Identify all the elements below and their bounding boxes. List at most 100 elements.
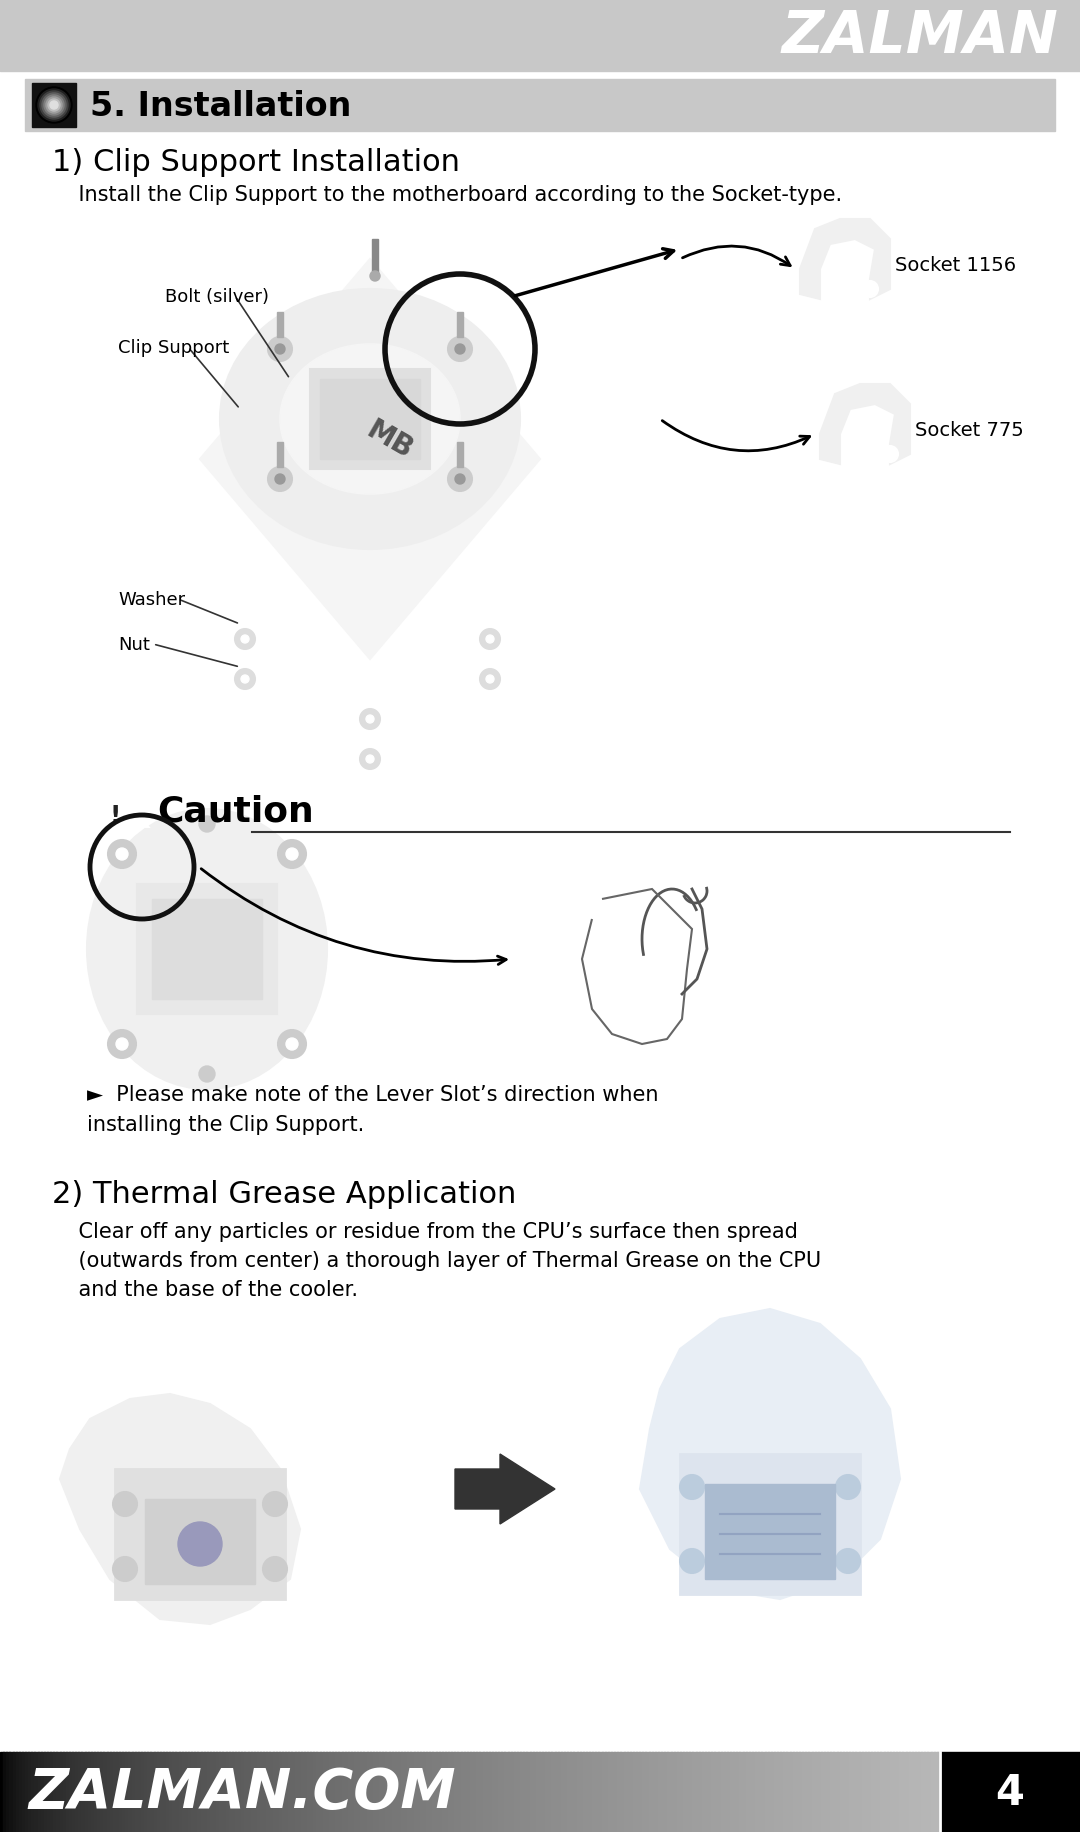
Bar — [532, 1751, 537, 1832]
Bar — [786, 1751, 791, 1832]
Circle shape — [46, 97, 62, 114]
Circle shape — [178, 1522, 222, 1566]
Bar — [793, 1751, 797, 1832]
Text: 5. Installation: 5. Installation — [90, 90, 351, 123]
Circle shape — [360, 709, 380, 729]
Bar — [840, 1751, 843, 1832]
Bar — [455, 1751, 459, 1832]
Bar — [623, 1751, 627, 1832]
Bar — [778, 1751, 781, 1832]
Circle shape — [50, 103, 58, 110]
Bar — [401, 1751, 405, 1832]
Bar — [59, 1751, 64, 1832]
Bar — [81, 1751, 85, 1832]
Bar — [307, 1751, 311, 1832]
Bar — [618, 1751, 621, 1832]
Circle shape — [448, 467, 472, 491]
Bar — [564, 1751, 568, 1832]
Bar — [338, 1751, 342, 1832]
Bar — [549, 1751, 553, 1832]
Bar — [720, 1751, 725, 1832]
Circle shape — [275, 344, 285, 355]
Bar — [602, 1751, 606, 1832]
Bar — [310, 370, 430, 469]
Text: 1) Clip Support Installation: 1) Clip Support Installation — [52, 148, 460, 178]
Bar — [924, 1751, 929, 1832]
Circle shape — [286, 1039, 298, 1050]
FancyArrow shape — [455, 1455, 555, 1524]
Bar — [116, 1751, 120, 1832]
Bar — [10, 1751, 14, 1832]
Bar — [173, 1751, 176, 1832]
Bar — [743, 1751, 746, 1832]
Bar — [366, 1751, 370, 1832]
Bar — [354, 1751, 359, 1832]
Bar — [677, 1751, 680, 1832]
Bar — [842, 1751, 847, 1832]
Circle shape — [235, 671, 255, 689]
Text: Washer: Washer — [118, 590, 185, 608]
Bar — [705, 1484, 835, 1579]
Circle shape — [278, 1030, 306, 1059]
Bar — [680, 1751, 684, 1832]
Bar — [257, 1751, 261, 1832]
Bar — [717, 1751, 721, 1832]
Circle shape — [455, 344, 465, 355]
Bar — [831, 1751, 835, 1832]
Bar — [229, 1751, 233, 1832]
Bar — [282, 1751, 286, 1832]
Bar — [818, 1751, 822, 1832]
Bar — [320, 1751, 324, 1832]
Bar — [774, 1751, 778, 1832]
Bar — [295, 1751, 299, 1832]
Circle shape — [480, 630, 500, 650]
Bar — [724, 1751, 728, 1832]
Text: Socket 1156: Socket 1156 — [895, 255, 1016, 275]
Circle shape — [680, 1550, 704, 1574]
Bar — [303, 1751, 308, 1832]
Bar — [241, 1751, 245, 1832]
Bar — [626, 1751, 631, 1832]
Text: Clip Support: Clip Support — [118, 339, 229, 357]
Bar — [686, 1751, 690, 1832]
Bar — [934, 1751, 937, 1832]
Circle shape — [360, 749, 380, 769]
Bar — [351, 1751, 355, 1832]
Bar — [639, 1751, 644, 1832]
Bar — [740, 1751, 744, 1832]
Circle shape — [241, 676, 249, 683]
Bar — [206, 1751, 211, 1832]
Bar — [630, 1751, 634, 1832]
Circle shape — [116, 1039, 129, 1050]
Bar — [765, 1751, 769, 1832]
Bar — [633, 1751, 637, 1832]
Circle shape — [268, 337, 292, 361]
Bar — [320, 379, 420, 460]
Bar — [646, 1751, 649, 1832]
Bar — [890, 1751, 894, 1832]
Ellipse shape — [220, 289, 519, 550]
Bar — [699, 1751, 703, 1832]
Circle shape — [836, 1550, 860, 1574]
Bar — [931, 1751, 934, 1832]
Bar — [6, 1751, 11, 1832]
Bar — [671, 1751, 675, 1832]
Circle shape — [480, 671, 500, 689]
Bar — [620, 1751, 624, 1832]
Circle shape — [836, 1475, 860, 1499]
Bar — [595, 1751, 599, 1832]
Polygon shape — [200, 260, 540, 660]
Bar — [373, 1751, 377, 1832]
Bar — [865, 1751, 869, 1832]
Bar — [238, 1751, 242, 1832]
Bar — [480, 1751, 484, 1832]
Bar — [104, 1751, 108, 1832]
Circle shape — [862, 282, 878, 299]
Bar — [583, 1751, 586, 1832]
Bar — [392, 1751, 395, 1832]
Bar — [66, 1751, 70, 1832]
Bar — [483, 1751, 487, 1832]
Bar — [326, 1751, 330, 1832]
Bar — [862, 1751, 866, 1832]
Bar — [900, 1751, 903, 1832]
